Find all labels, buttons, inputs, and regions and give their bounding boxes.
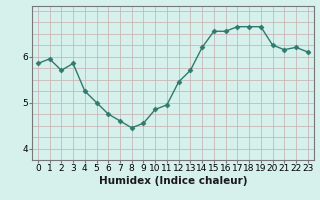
X-axis label: Humidex (Indice chaleur): Humidex (Indice chaleur) [99,176,247,186]
